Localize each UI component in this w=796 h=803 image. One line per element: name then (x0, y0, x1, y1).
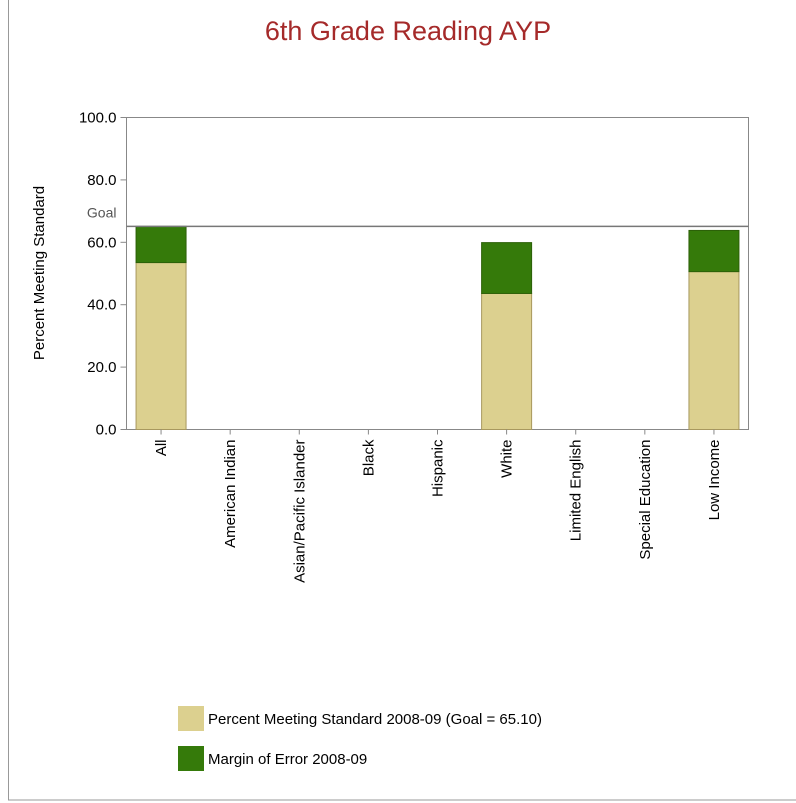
y-tick-label: 60.0 (87, 234, 116, 251)
x-tick-label: American Indian (222, 440, 239, 548)
bar-segment (688, 229, 740, 273)
y-tick-label: 100.0 (79, 110, 117, 127)
legend-label: Margin of Error 2008-09 (208, 751, 367, 768)
y-tick-label: 20.0 (87, 359, 116, 376)
y-tick-label: 40.0 (87, 297, 116, 314)
y-tick-label: 0.0 (96, 422, 117, 439)
bar-segment (688, 271, 740, 430)
bar-segment (135, 262, 187, 430)
x-tick-label: All (153, 440, 170, 457)
legend-swatch (178, 706, 204, 731)
chart-title: 6th Grade Reading AYP (265, 16, 551, 46)
x-tick-label: Special Education (637, 440, 654, 560)
bar-segment (481, 242, 533, 294)
x-tick-label: Hispanic (430, 439, 447, 497)
x-tick-label: White (499, 440, 516, 478)
bar-segment (481, 292, 533, 430)
y-axis-label: Percent Meeting Standard (31, 186, 48, 360)
x-tick-label: Asian/Pacific Islander (291, 440, 308, 583)
bar-segment (135, 225, 187, 264)
y-tick-label: 80.0 (87, 172, 116, 189)
x-tick-label: Limited English (568, 440, 585, 542)
legend-label: Percent Meeting Standard 2008-09 (Goal =… (208, 711, 542, 728)
x-tick-label: Low Income (706, 440, 723, 521)
goal-label: Goal (87, 204, 117, 220)
legend-swatch (178, 746, 204, 771)
x-tick-label: Black (360, 439, 377, 476)
